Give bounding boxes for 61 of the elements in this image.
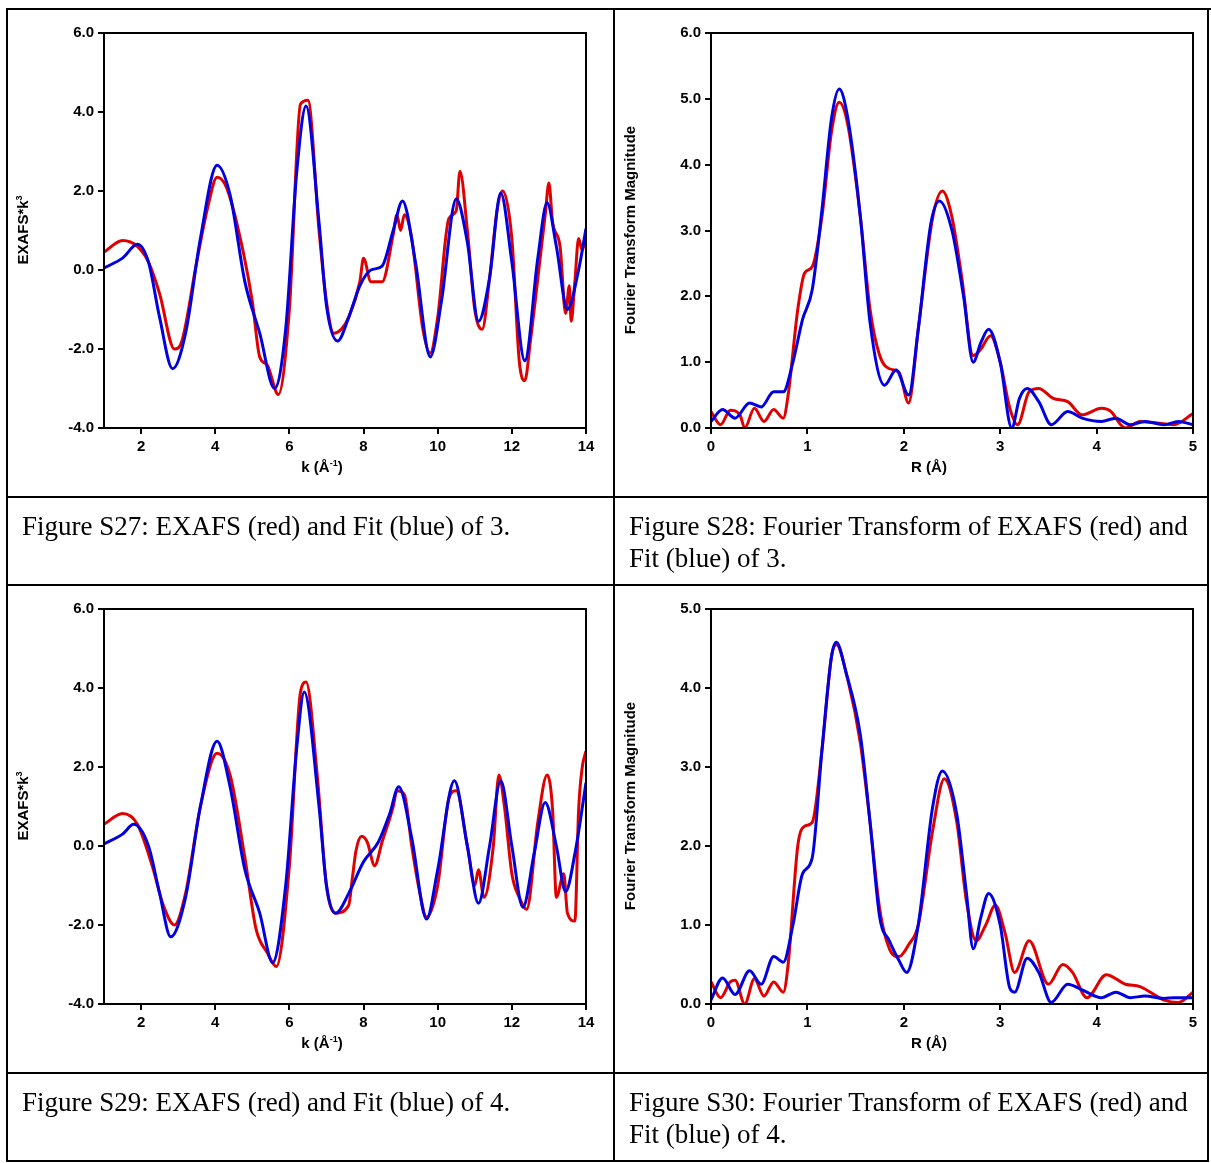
x-tick-label: 4 <box>1092 437 1102 455</box>
y-tick-label: 0.0 <box>73 836 94 854</box>
y-tick-label: 0.0 <box>680 994 701 1012</box>
y-tick-label: 0.0 <box>680 418 701 436</box>
x-tick-label: 12 <box>503 437 521 455</box>
x-tick-label: 14 <box>577 1013 595 1031</box>
x-axis-title: k (Å$^{-1}$) <box>300 458 344 475</box>
y-tick-label: 1.0 <box>680 915 701 933</box>
x-tick-label: 8 <box>359 1013 368 1031</box>
x-tick-label: 2 <box>136 437 146 455</box>
x-tick-label: 2 <box>136 1013 146 1031</box>
y-tick-label: 2.0 <box>73 181 94 199</box>
y-tick-label: 6.0 <box>73 23 94 41</box>
y-tick-label: 3.0 <box>680 220 701 238</box>
y-tick-label: -2.0 <box>68 915 94 933</box>
y-tick-label: 5.0 <box>680 599 701 617</box>
x-tick-label: 8 <box>359 437 368 455</box>
y-tick-label: 5.0 <box>680 88 701 106</box>
caption: Figure S29: EXAFS (red) and Fit (blue) of 4. <box>8 1072 613 1160</box>
y-axis-title: Fourier Transform Magnitude <box>620 125 638 335</box>
x-tick-label: 4 <box>211 1013 221 1031</box>
caption: Figure S28: Fourier Transform of EXAFS (red) and Fit (blue) of 3. <box>615 496 1207 584</box>
y-tick-label: 3.0 <box>680 757 701 775</box>
x-tick-label: 5 <box>1188 437 1198 455</box>
x-tick-label: 0 <box>706 1013 716 1031</box>
y-tick-label: 2.0 <box>73 757 94 775</box>
x-tick-label: 12 <box>503 1013 521 1031</box>
x-tick-label: 3 <box>996 1013 1005 1031</box>
y-axis-title: Fourier Transform Magnitude <box>620 701 638 911</box>
caption: Figure S27: EXAFS (red) and Fit (blue) of 3. <box>8 496 613 584</box>
y-tick-label: 4.0 <box>73 102 94 120</box>
y-tick-label: 6.0 <box>680 23 701 41</box>
x-tick-label: 10 <box>429 1013 447 1031</box>
x-axis-title: k (Å$^{-1}$) <box>300 1034 344 1051</box>
y-tick-label: 1.0 <box>680 352 701 370</box>
y-tick-label: 0.0 <box>73 260 94 278</box>
x-tick-label: 1 <box>803 1013 812 1031</box>
y-tick-label: 4.0 <box>680 678 701 696</box>
y-tick-label: 6.0 <box>73 599 94 617</box>
x-axis-title: R (Å) <box>910 458 948 475</box>
x-tick-label: 6 <box>285 1013 294 1031</box>
x-tick-label: 6 <box>285 437 294 455</box>
y-tick-label: -2.0 <box>68 339 94 357</box>
x-tick-label: 5 <box>1188 1013 1198 1031</box>
y-tick-label: -4.0 <box>68 994 94 1012</box>
x-tick-label: 1 <box>803 437 812 455</box>
x-tick-label: 4 <box>211 437 221 455</box>
y-tick-label: 4.0 <box>73 678 94 696</box>
y-tick-label: 4.0 <box>680 154 701 172</box>
x-tick-label: 2 <box>899 437 908 455</box>
y-tick-label: 2.0 <box>680 836 701 854</box>
x-tick-label: 10 <box>429 437 447 455</box>
x-axis-title: R (Å) <box>910 1034 948 1051</box>
x-tick-label: 3 <box>996 437 1005 455</box>
x-tick-label: 2 <box>899 1013 908 1031</box>
y-tick-label: 2.0 <box>680 286 701 304</box>
x-tick-label: 4 <box>1092 1013 1102 1031</box>
x-tick-label: 0 <box>706 437 716 455</box>
x-tick-label: 14 <box>577 437 595 455</box>
caption: Figure S30: Fourier Transform of EXAFS (red) and Fit (blue) of 4. <box>615 1072 1207 1160</box>
y-tick-label: -4.0 <box>68 418 94 436</box>
